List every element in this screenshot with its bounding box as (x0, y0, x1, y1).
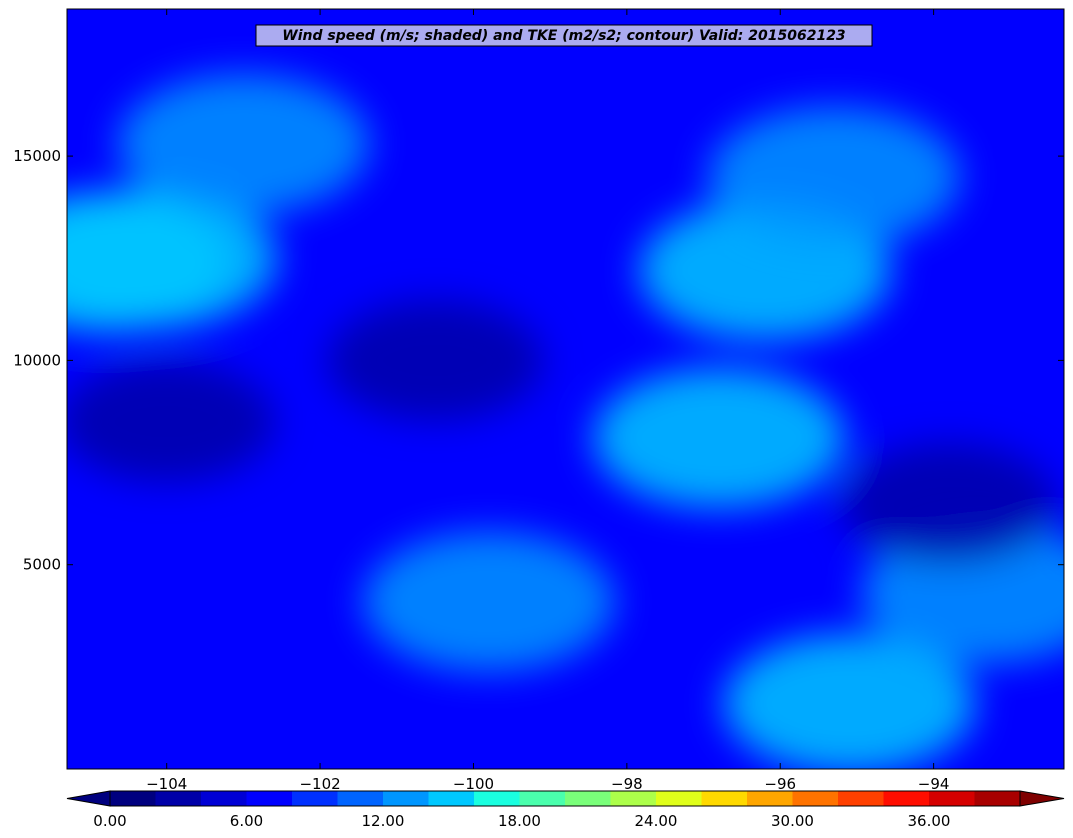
field-feature-6 (723, 633, 976, 769)
field-feature-10 (327, 300, 544, 421)
colorbar-swatch (838, 791, 884, 806)
colorbar-swatch (792, 791, 839, 806)
colorbar-swatch (155, 791, 202, 806)
colorbar-swatch (701, 791, 748, 806)
colorbar-swatch (383, 791, 429, 806)
y-tick-label: 5000 (23, 556, 61, 574)
colorbar-tick-label: 6.00 (230, 812, 263, 830)
colorbar-swatch (565, 791, 611, 806)
plot-frame (66, 8, 1065, 770)
colorbar-swatch (747, 791, 793, 806)
colorbar-tick-label: 30.00 (771, 812, 814, 830)
colorbar-frame (109, 790, 1021, 807)
colorbar-swatch (201, 791, 247, 806)
colorbar-swatch (428, 791, 475, 806)
field-feature-4 (592, 368, 845, 508)
x-tick-label: −98 (611, 775, 643, 793)
x-tick-label: −100 (453, 775, 494, 793)
colorbar-swatch (292, 791, 338, 806)
x-tick-label: −94 (918, 775, 950, 793)
colorbar-swatch (337, 791, 384, 806)
colorbar-tick-label: 36.00 (908, 812, 951, 830)
y-tick-label: 10000 (13, 351, 61, 369)
x-tick-label: −102 (299, 775, 340, 793)
field-feature-3 (707, 106, 960, 247)
x-tick-label: −104 (146, 775, 187, 793)
colorbar-tick-label: 18.00 (498, 812, 541, 830)
colorbar-tick-label: 24.00 (635, 812, 678, 830)
field-feature-5 (362, 531, 615, 672)
colorbar-swatch (929, 791, 975, 806)
colorbar-swatch (519, 791, 566, 806)
colorbar-swatch (610, 791, 657, 806)
colorbar-tick-label: 12.00 (362, 812, 405, 830)
colorbar-swatch (883, 791, 930, 806)
colorbar-swatch (110, 791, 156, 806)
colorbar-swatch (974, 791, 1021, 806)
x-tick-label: −96 (764, 775, 796, 793)
field-feature-8 (117, 73, 370, 214)
colorbar-extend-under (66, 790, 111, 807)
colorbar-swatch (246, 791, 293, 806)
field-feature-9 (67, 361, 275, 482)
plot-area (66, 8, 1065, 770)
colorbar: 0.00 6.00 12.00 18.00 24.00 30.00 36.00 (66, 790, 1065, 830)
field-feature-1 (67, 192, 232, 333)
chart-title: Wind speed (m/s; shaded) and TKE (m2/s2;… (282, 28, 845, 44)
y-tick-label: 15000 (13, 147, 61, 165)
y-axis: 5000 10000 15000 (13, 147, 1064, 574)
field-feature-11 (841, 443, 1057, 564)
colorbar-tick-label: 0.00 (93, 812, 126, 830)
colorbar-swatch (656, 791, 702, 806)
x-axis: −104 −102 −100 −98 −96 −94 (146, 9, 949, 793)
wind-speed-field (67, 73, 1064, 769)
colorbar-extend-over (1019, 790, 1065, 807)
colorbar-swatch (474, 791, 520, 806)
chart-title-box: Wind speed (m/s; shaded) and TKE (m2/s2;… (255, 24, 873, 47)
chart-title-background (255, 24, 873, 47)
